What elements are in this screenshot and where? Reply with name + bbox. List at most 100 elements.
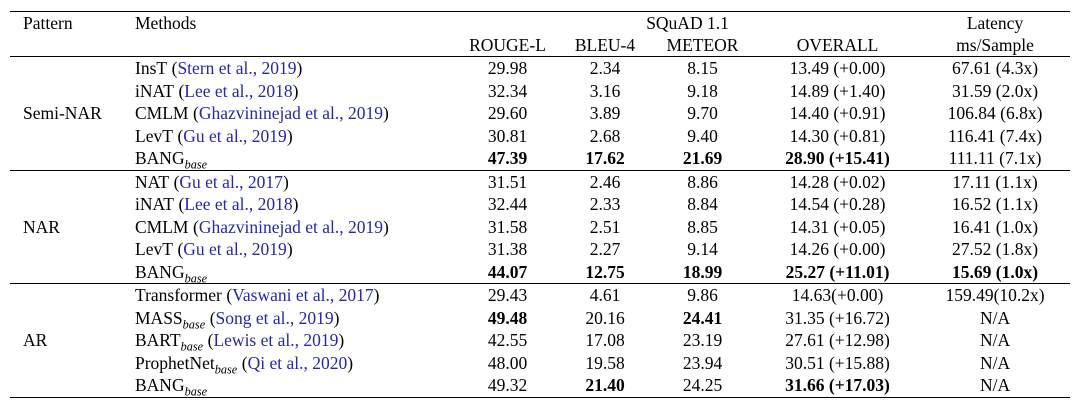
citation-link[interactable]: Qi et al., 2020 [247, 352, 348, 373]
method-cell: BANGbase [125, 374, 455, 398]
table-row: NAR NAT (Gu et al., 2017) 31.51 2.46 8.86… [10, 170, 1070, 237]
table-row: iNAT (Lee et al., 2018) 32.34 3.16 9.18 1… [10, 80, 1070, 103]
paren-close: ) [333, 307, 340, 328]
meteor-value: 18.99 [682, 261, 723, 282]
bleu-4-value: 17.08 [585, 330, 625, 350]
overall-value: 14.40 (+0.91) [789, 103, 886, 123]
rouge-l-value: 31.38 [487, 239, 528, 259]
method-name: BANG [135, 375, 185, 395]
rouge-l-value: 31.51 [487, 171, 528, 192]
paren-open: ( [171, 58, 178, 78]
meteor-value: 8.85 [687, 216, 718, 237]
citation: (Stern et al., 2019) [172, 58, 303, 78]
rouge-l-value: 49.48 [487, 307, 528, 328]
meteor-value: 8.15 [687, 58, 718, 78]
bleu-4-value: 19.58 [585, 352, 625, 373]
meteor-value: 9.86 [687, 285, 718, 305]
method-cell: iNAT (Lee et al., 2018) [125, 80, 455, 103]
citation: (Ghazvininejad et al., 2019) [193, 217, 389, 237]
bleu-4-value: 17.62 [585, 148, 625, 168]
paren-open: ( [193, 103, 199, 123]
method-name: ProphetNet [135, 352, 215, 373]
method-name: Transformer [135, 285, 222, 305]
citation-link[interactable]: Ghazvininejad et al., 2019 [198, 216, 384, 237]
method-name: LevT [135, 239, 173, 259]
method-cell: LevT (Gu et al., 2019) [125, 238, 455, 261]
rouge-l-value: 44.07 [487, 261, 528, 282]
table-row: AR Transformer (Vaswani et al., 2017) 29.… [10, 284, 1070, 350]
section-semi-nar: Semi-NAR InsT (Stern et al., 2019) 29.98 … [10, 56, 1071, 171]
method-name: InsT [135, 58, 168, 78]
paren-open: ( [173, 171, 180, 192]
header-row-1: Pattern Methods SQuAD 1.1 Latency [10, 12, 1070, 35]
pattern-label: AR [23, 330, 48, 350]
latency-value: N/A [979, 307, 1011, 328]
rouge-l-value: 30.81 [487, 125, 528, 146]
citation-link[interactable]: Ghazvininejad et al., 2019 [198, 103, 384, 123]
meteor-value: 9.14 [687, 239, 718, 259]
method-cell: InsT (Stern et al., 2019) [125, 57, 455, 80]
latency-value: 31.59 (2.0x) [952, 80, 1039, 101]
meteor-value: 9.70 [687, 103, 718, 123]
latency-value: 16.52 (1.1x) [952, 194, 1039, 214]
paren-close: ) [296, 58, 303, 78]
table-row: BANGbase 44.07 12.75 18.99 25.27 (+11.01… [10, 261, 1070, 285]
overall-value: 14.54 (+0.28) [789, 194, 886, 214]
overall-value: 14.89 (+1.40) [789, 80, 886, 101]
citation: (Lee et al., 2018) [178, 194, 298, 214]
citation-link[interactable]: Lee et al., 2018 [184, 194, 293, 214]
table-header: Pattern Methods SQuAD 1.1 Latency ROUGE-… [10, 12, 1071, 57]
table-row: LevT (Gu et al., 2019) 31.38 2.27 9.14 14… [10, 238, 1070, 261]
latency-value: 106.84 (6.8x) [947, 103, 1043, 123]
latency-value: 111.11 (7.1x) [948, 148, 1042, 168]
paren-close: ) [292, 194, 299, 214]
citation: (Qi et al., 2020) [242, 353, 353, 373]
citation-link[interactable]: Lee et al., 2018 [184, 80, 293, 101]
meteor-value: 24.25 [682, 375, 723, 395]
method-name: CMLM [135, 103, 189, 123]
paren-open: ( [178, 80, 185, 101]
latency-value: 15.69 (1.0x) [952, 261, 1039, 282]
pattern-label: Semi-NAR [23, 103, 102, 123]
method-cell: NAT (Gu et al., 2017) [125, 170, 455, 193]
paren-close: ) [338, 330, 345, 350]
column-header-methods: Methods [135, 13, 197, 33]
column-header-meteor: METEOR [666, 35, 739, 55]
overall-value: 25.27 (+11.01) [785, 261, 890, 282]
citation-link[interactable]: Gu et al., 2019 [183, 239, 287, 259]
table-row: CMLM (Ghazvininejad et al., 2019) 31.58 2… [10, 216, 1070, 239]
citation: (Lee et al., 2018) [178, 81, 298, 101]
citation-link[interactable]: Vaswani et al., 2017 [232, 285, 374, 305]
citation-link[interactable]: Stern et al., 2019 [177, 58, 297, 78]
method-name: BANG [135, 261, 185, 282]
citation: (Ghazvininejad et al., 2019) [193, 103, 389, 123]
method-name: iNAT [135, 80, 174, 101]
bleu-4-value: 2.34 [589, 58, 621, 78]
citation-link[interactable]: Lewis et al., 2019 [213, 330, 339, 350]
citation: (Vaswani et al., 2017) [226, 285, 379, 305]
rouge-l-value: 31.58 [487, 216, 528, 237]
meteor-value: 21.69 [682, 148, 723, 168]
method-cell: iNAT (Lee et al., 2018) [125, 193, 455, 216]
overall-value: 14.63(+0.00) [791, 285, 884, 305]
bleu-4-value: 2.27 [589, 239, 621, 259]
citation: (Lewis et al., 2019) [208, 330, 345, 350]
citation: (Gu et al., 2019) [177, 126, 292, 146]
bleu-4-value: 12.75 [585, 261, 625, 282]
paren-open: ( [177, 239, 184, 259]
citation-link[interactable]: Gu et al., 2017 [179, 171, 283, 192]
overall-value: 14.30 (+0.81) [789, 125, 886, 146]
citation-link[interactable]: Song et al., 2019 [215, 307, 334, 328]
method-cell: CMLM (Ghazvininejad et al., 2019) [125, 216, 455, 239]
bleu-4-value: 2.51 [589, 216, 621, 237]
rouge-l-value: 47.39 [487, 148, 528, 168]
section-ar: AR Transformer (Vaswani et al., 2017) 29.… [10, 283, 1071, 398]
table-row: LevT (Gu et al., 2019) 30.81 2.68 9.40 14… [10, 125, 1070, 148]
citation-link[interactable]: Gu et al., 2019 [183, 125, 287, 146]
method-cell: LevT (Gu et al., 2019) [125, 125, 455, 148]
bleu-4-value: 2.68 [589, 125, 621, 146]
results-table: Pattern Methods SQuAD 1.1 Latency ROUGE-… [10, 11, 1071, 398]
table-row: BANGbase 49.32 21.40 24.25 31.66 (+17.03… [10, 374, 1070, 398]
column-header-overall: OVERALL [796, 35, 879, 55]
table-row: BARTbase (Lewis et al., 2019) 42.55 17.08… [10, 329, 1070, 353]
